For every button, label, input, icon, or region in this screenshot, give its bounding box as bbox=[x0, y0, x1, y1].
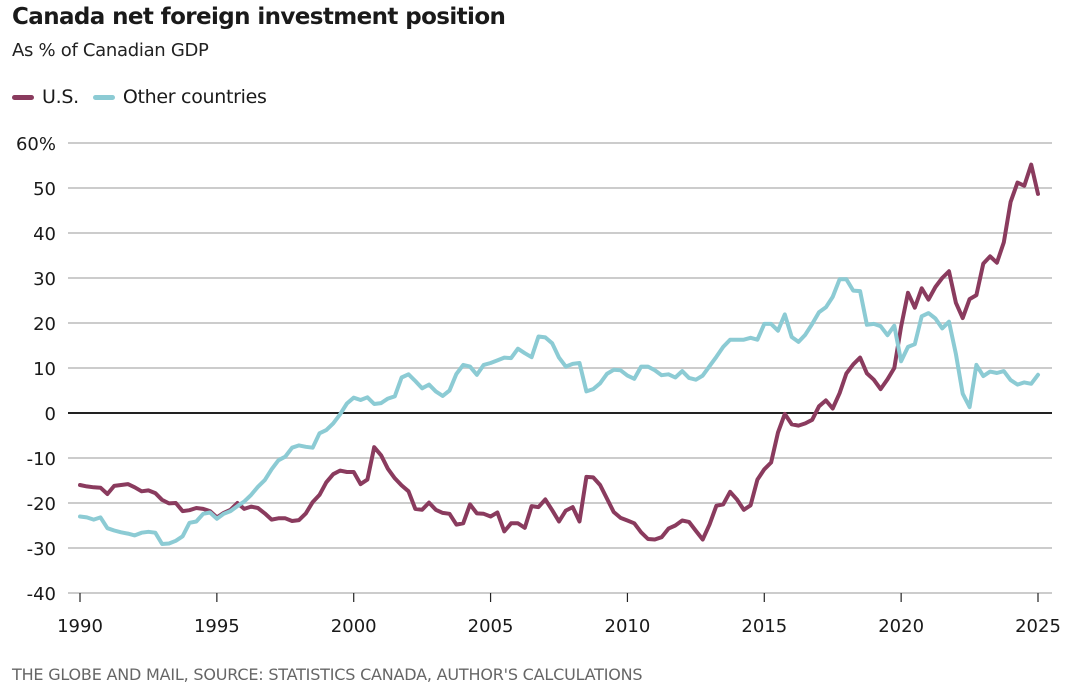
gridlines bbox=[68, 142, 1052, 594]
series-line-us bbox=[78, 162, 1040, 542]
x-tick-label: 2020 bbox=[878, 616, 924, 637]
x-tick-label: 2025 bbox=[1015, 616, 1061, 637]
series-lines bbox=[78, 162, 1040, 546]
chart-title: Canada net foreign investment position bbox=[12, 4, 506, 30]
source-note: THE GLOBE AND MAIL, SOURCE: STATISTICS C… bbox=[12, 665, 643, 684]
chart-subtitle: As % of Canadian GDP bbox=[12, 40, 209, 61]
legend-swatch-us bbox=[12, 94, 34, 100]
y-tick-label: 40 bbox=[33, 224, 56, 245]
legend-item-us: U.S. bbox=[12, 86, 79, 108]
x-tick-label: 2005 bbox=[468, 616, 514, 637]
x-tick-label: 2010 bbox=[605, 616, 651, 637]
legend-swatch-other-countries bbox=[92, 94, 115, 100]
y-tick-label: 50 bbox=[33, 179, 56, 200]
x-tick-label: 2000 bbox=[331, 616, 377, 637]
x-tick-label: 2015 bbox=[741, 616, 787, 637]
y-tick-label: -10 bbox=[27, 449, 56, 470]
y-tick-label: 30 bbox=[33, 269, 56, 290]
series-line-other-countries bbox=[78, 277, 1040, 546]
y-axis: 60% 50 40 30 20 10 0 -10 -20 -30 -40 bbox=[16, 134, 56, 605]
x-axis: 1990 1995 2000 2005 2010 2015 2020 2025 bbox=[57, 593, 1061, 637]
legend-label-other-countries: Other countries bbox=[122, 86, 267, 108]
y-tick-label: 20 bbox=[33, 314, 56, 335]
legend: U.S. Other countries bbox=[12, 86, 281, 108]
legend-item-other-countries: Other countries bbox=[92, 86, 267, 108]
y-tick-label: 60% bbox=[16, 134, 56, 155]
y-tick-label: 10 bbox=[33, 359, 56, 380]
y-tick-label: -20 bbox=[27, 494, 56, 515]
y-tick-label: -30 bbox=[27, 539, 56, 560]
x-tick-label: 1990 bbox=[57, 616, 103, 637]
y-tick-label: 0 bbox=[45, 404, 56, 425]
y-tick-label: -40 bbox=[27, 584, 56, 605]
x-tick-label: 1995 bbox=[194, 616, 240, 637]
legend-label-us: U.S. bbox=[42, 86, 79, 108]
